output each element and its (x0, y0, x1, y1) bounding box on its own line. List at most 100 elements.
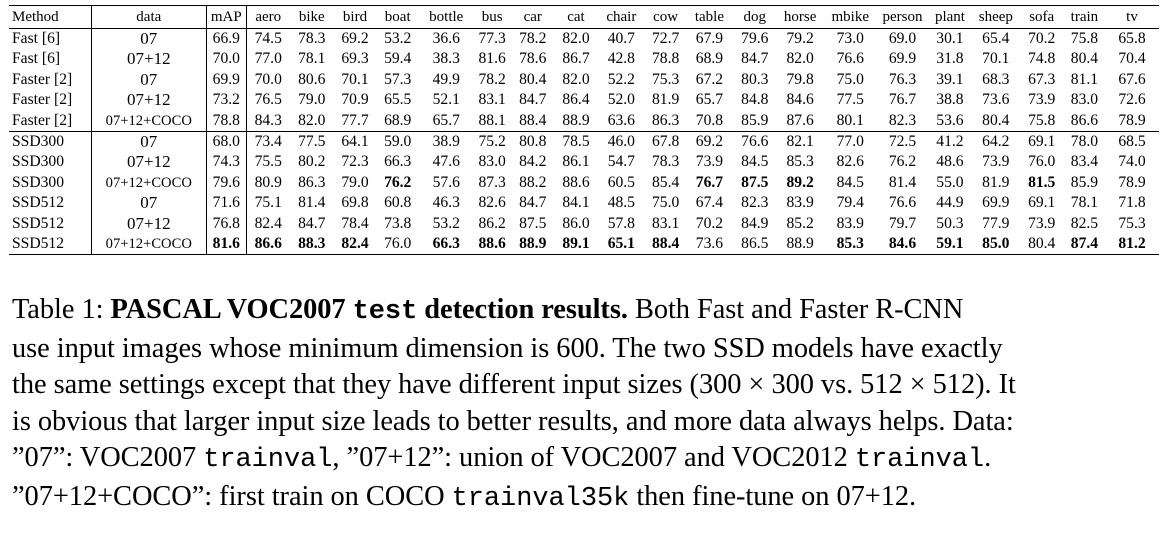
column-header-dog: dog (743, 8, 767, 25)
value-cell: 52.1 (432, 91, 460, 109)
value-cell: 75.3 (1118, 214, 1146, 232)
value-cell: 75.8 (1070, 30, 1099, 48)
value-cell: 85.4 (652, 173, 680, 191)
value-cell: 78.5 (562, 133, 590, 151)
value-cell: 78.2 (478, 70, 506, 88)
value-cell: 59.0 (384, 133, 412, 151)
value-cell: 84.1 (562, 194, 590, 212)
method-cell: SSD512 (9, 213, 92, 234)
caption-text: ”07+12+COCO”: first train on COCO (12, 480, 452, 512)
column-header-horse: horse (783, 8, 817, 25)
caption-text: . (984, 442, 992, 474)
value-cell: 38.8 (936, 91, 964, 109)
data-cell: 07 (91, 131, 207, 153)
column-header-car: car (523, 8, 542, 25)
table-row: SSD300 07 68.0 73.4 77.5 64.1 59.0 38.9 75.2 80.8… (9, 131, 1159, 153)
column-header-bike: bike (298, 8, 325, 25)
caption-line1-rest: Both Fast and Faster R-CNN (627, 294, 964, 325)
method-cell: Faster [2] (9, 69, 92, 91)
value-cell: 59.4 (384, 50, 412, 68)
map-cell: 76.8 (206, 213, 247, 234)
value-cell: 84.7 (298, 214, 326, 232)
value-cell: 60.8 (384, 194, 412, 212)
value-cell: 76.6 (836, 50, 864, 68)
value-cell: 70.2 (1028, 30, 1056, 48)
value-cell: 36.6 (432, 30, 460, 48)
data-cell: 07+12 (91, 49, 207, 70)
value-cell: 76.7 (695, 173, 724, 191)
value-cell: 78.3 (298, 30, 326, 48)
caption-line-1: Table 1: PASCAL VOC2007 test detection r… (12, 292, 1158, 331)
value-cell: 53.6 (936, 111, 964, 129)
value-cell: 30.1 (936, 30, 964, 48)
method-cell: SSD300 (9, 131, 92, 153)
value-cell: 86.0 (562, 214, 590, 232)
value-cell: 67.6 (1118, 70, 1146, 88)
value-cell: 44.9 (936, 194, 964, 212)
value-cell: 79.4 (836, 194, 864, 212)
value-cell: 83.9 (836, 214, 864, 232)
value-cell: 86.2 (478, 214, 506, 232)
value-cell: 81.4 (298, 194, 326, 212)
value-cell: 84.7 (519, 91, 547, 109)
value-cell: 72.5 (888, 133, 917, 151)
value-cell: 73.6 (982, 91, 1010, 109)
caption-title: PASCAL VOC2007 test detection results. (110, 294, 627, 327)
value-cell: 83.1 (652, 214, 680, 232)
column-header-aero: aero (255, 8, 282, 25)
value-cell: 78.3 (652, 153, 680, 171)
value-cell: 70.9 (341, 91, 369, 109)
value-cell: 85.9 (1070, 173, 1099, 191)
value-cell: 75.0 (652, 194, 680, 212)
value-cell: 79.7 (888, 214, 917, 232)
value-cell: 85.2 (786, 214, 814, 232)
map-cell: 69.9 (206, 69, 247, 91)
value-cell: 88.4 (519, 111, 547, 129)
value-cell: 77.5 (836, 91, 864, 109)
value-cell: 79.8 (786, 70, 814, 88)
value-cell: 78.1 (298, 50, 326, 68)
column-header-bus: bus (481, 8, 503, 25)
caption-prefix: Table 1: (12, 294, 111, 325)
table-row: SSD512 07+12+COCO 81.6 86.6 88.3 82.4 76.0 66.3… (9, 233, 1159, 255)
value-cell: 69.0 (888, 30, 917, 48)
value-cell: 68.9 (384, 111, 412, 129)
value-cell: 57.3 (384, 70, 412, 88)
value-cell: 38.3 (432, 50, 460, 68)
caption-title-part: PASCAL VOC2007 (110, 294, 353, 325)
value-cell: 74.8 (1028, 50, 1056, 68)
value-cell: 75.5 (254, 153, 282, 171)
table-row: SSD512 07+12 76.8 82.4 84.7 78.4 73.8 53.2 86.2 8… (9, 213, 1159, 234)
value-cell: 57.8 (607, 214, 635, 232)
value-cell: 52.0 (607, 91, 635, 109)
value-cell: 67.9 (695, 30, 724, 48)
value-cell: 66.3 (384, 153, 412, 171)
data-cell: 07+12 (91, 213, 207, 234)
column-header-tv: tv (1126, 8, 1138, 25)
method-cell: Fast [6] (9, 28, 92, 50)
value-cell: 81.1 (1070, 70, 1099, 88)
value-cell: 72.7 (652, 30, 680, 48)
value-cell: 86.4 (562, 91, 590, 109)
value-cell: 88.9 (519, 235, 547, 252)
value-cell: 85.9 (741, 111, 769, 129)
value-cell: 31.8 (936, 50, 964, 68)
value-cell: 88.1 (478, 111, 506, 129)
value-cell: 86.7 (562, 50, 590, 68)
value-cell: 82.5 (1070, 214, 1099, 232)
value-cell: 52.2 (607, 70, 635, 88)
method-cell: Fast [6] (9, 49, 92, 70)
value-cell: 88.6 (562, 173, 590, 191)
value-cell: 81.9 (652, 91, 680, 109)
method-cell: SSD300 (9, 152, 92, 173)
value-cell: 76.3 (888, 70, 917, 88)
value-cell: 81.2 (1118, 235, 1146, 252)
value-cell: 75.8 (1028, 111, 1056, 129)
data-cell: 07+12 (91, 152, 207, 173)
value-cell: 86.6 (1070, 111, 1099, 129)
value-cell: 73.9 (1028, 214, 1056, 232)
value-cell: 81.5 (1028, 173, 1056, 191)
value-cell: 79.0 (298, 91, 326, 109)
value-cell: 70.1 (982, 50, 1010, 68)
value-cell: 69.3 (341, 50, 369, 68)
